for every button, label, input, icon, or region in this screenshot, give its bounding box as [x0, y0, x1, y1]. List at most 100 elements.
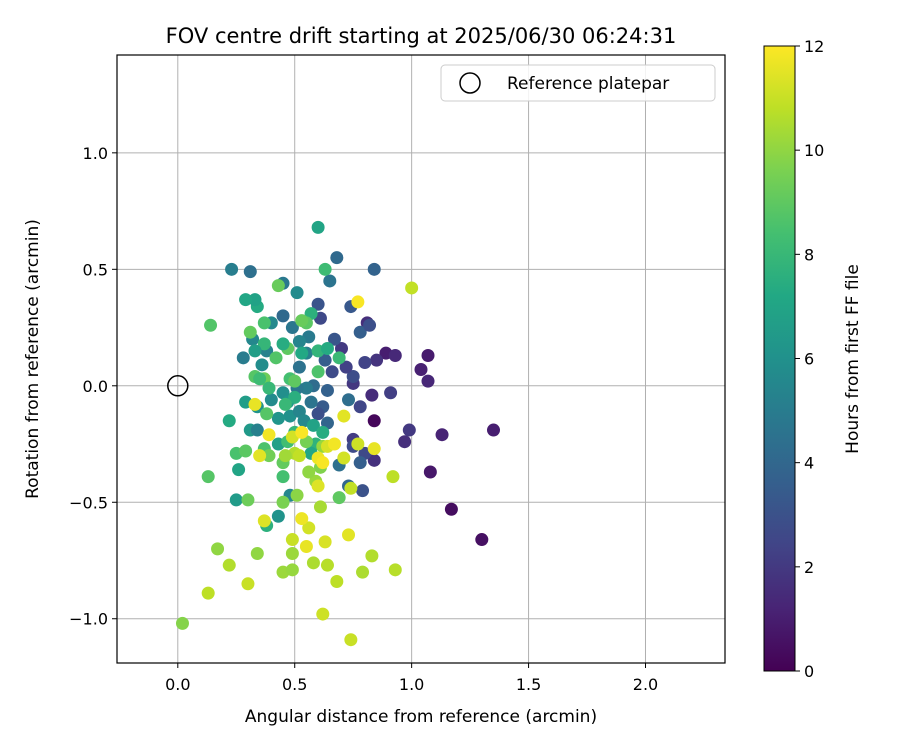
data-point [311, 479, 325, 493]
data-point [332, 351, 346, 365]
data-point [271, 279, 285, 293]
data-point [365, 549, 379, 563]
data-point [475, 533, 489, 547]
colorbar-tick-label: 4 [804, 454, 814, 473]
data-point [384, 386, 398, 400]
data-point [444, 502, 458, 516]
y-tick-label: 0.5 [83, 260, 108, 279]
data-point [229, 493, 243, 507]
x-tick-label: 1.0 [399, 675, 424, 694]
data-point [342, 528, 356, 542]
y-axis-ticks: −1.0 −0.5 0.0 0.5 1.0 [69, 144, 117, 629]
data-point [250, 423, 264, 437]
data-point [337, 409, 351, 423]
data-point [201, 586, 215, 600]
colorbar-tick-label: 12 [804, 37, 824, 56]
data-point [327, 437, 341, 451]
data-point [248, 344, 262, 358]
data-point [288, 374, 302, 388]
data-point [320, 383, 334, 397]
data-point [262, 381, 276, 395]
data-point [367, 453, 381, 467]
data-point [327, 332, 341, 346]
data-point [323, 274, 337, 288]
data-point [257, 514, 271, 528]
data-point [351, 437, 365, 451]
x-tick-label: 1.5 [516, 675, 541, 694]
y-axis-label: Rotation from reference (arcmin) [23, 219, 43, 499]
legend: Reference platepar [440, 64, 716, 102]
data-point [346, 369, 360, 383]
reference-platepar-marker [167, 375, 189, 397]
data-point [248, 397, 262, 411]
data-point [236, 351, 250, 365]
data-point [201, 470, 215, 484]
data-point [239, 293, 253, 307]
data-point [316, 425, 330, 439]
data-point [269, 351, 283, 365]
data-point [330, 574, 344, 588]
legend-marker [459, 72, 481, 94]
data-point [260, 407, 274, 421]
data-point [288, 390, 302, 404]
data-point [262, 428, 276, 442]
data-point [271, 411, 285, 425]
data-point [257, 316, 271, 330]
data-point [295, 346, 309, 360]
data-point [311, 407, 325, 421]
grid-lines [117, 55, 725, 663]
data-point [367, 414, 381, 428]
y-tick-label: 0.0 [83, 377, 108, 396]
legend-box [440, 64, 716, 102]
data-point [292, 335, 306, 349]
data-point [306, 418, 320, 432]
data-point [363, 318, 377, 332]
data-point [299, 381, 313, 395]
data-point [421, 349, 435, 363]
data-point [241, 577, 255, 591]
data-point [386, 470, 400, 484]
colorbar-tick-label: 6 [804, 350, 814, 369]
data-point [353, 456, 367, 470]
data-point [285, 563, 299, 577]
data-point [243, 265, 257, 279]
data-point [311, 365, 325, 379]
y-tick-label: −0.5 [69, 493, 108, 512]
data-point [325, 365, 339, 379]
x-tick-label: 0.0 [165, 675, 190, 694]
data-point [222, 414, 236, 428]
data-point [388, 349, 402, 363]
data-point [262, 449, 276, 463]
data-point [351, 295, 365, 309]
data-point [295, 512, 309, 526]
data-point [414, 362, 428, 376]
data-point [292, 449, 306, 463]
data-point [285, 547, 299, 561]
data-point [365, 388, 379, 402]
data-point [342, 393, 356, 407]
data-point [285, 533, 299, 547]
data-point [320, 558, 334, 572]
data-point [232, 463, 246, 477]
data-point [370, 353, 384, 367]
data-point [292, 360, 306, 374]
data-point [175, 616, 189, 630]
plot-frame [116, 54, 726, 664]
data-point [204, 318, 218, 332]
data-point [318, 535, 332, 549]
data-point [248, 293, 262, 307]
data-point [264, 393, 278, 407]
data-point [332, 491, 346, 505]
data-point [285, 321, 299, 335]
data-point [344, 633, 358, 647]
data-point [356, 565, 370, 579]
y-tick-label: 1.0 [83, 144, 108, 163]
data-point [257, 337, 271, 351]
data-point [276, 470, 290, 484]
data-point [250, 547, 264, 561]
data-point [337, 451, 351, 465]
data-point [253, 372, 267, 386]
data-point [276, 309, 290, 323]
x-tick-label: 0.5 [282, 675, 307, 694]
y-tick-label: −1.0 [69, 610, 108, 629]
